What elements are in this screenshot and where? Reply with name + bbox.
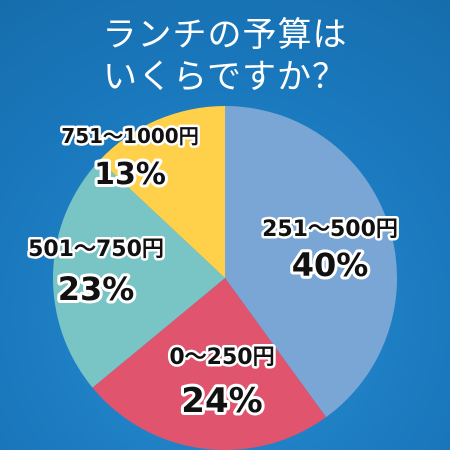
pie-slice [99,106,225,278]
slice-percent: 40% [292,246,369,284]
slice-label: 751～1000円 [61,124,198,148]
chart-title: ランチの予算は いくらですか？ [0,14,450,98]
slice-percent: 23% [58,270,135,308]
pie-labels: 251～500円 40% 0～250円 24% 501～750円 23% 751～1000円… [26,122,401,425]
chart-title-line-2: いくらですか？ [103,57,347,97]
pie-slice [225,106,397,418]
slice-label: 501～750円 [28,237,164,262]
slice-percent: 24% [181,381,262,421]
slice-label: 251～500円 [262,217,398,242]
slice-label: 0～250円 [169,345,274,370]
chart-title-line-1: ランチの予算は [102,15,348,55]
slice-percent: 13% [94,157,166,192]
pie-slices [52,106,397,450]
pie-slice [52,160,225,388]
pie-slice [92,278,327,450]
